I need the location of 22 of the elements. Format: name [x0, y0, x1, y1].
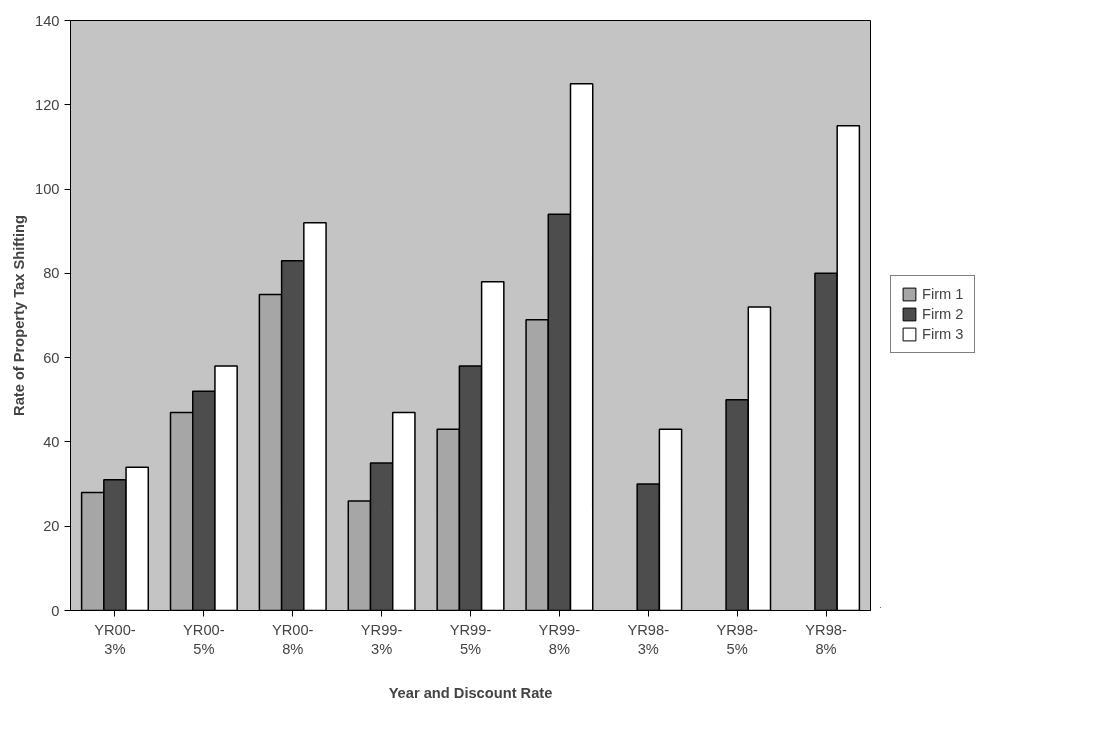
x-tick-label: YR98- 8%	[805, 621, 847, 657]
y-tick-label: 0	[51, 602, 60, 619]
y-tick-label: 20	[43, 518, 60, 535]
legend-label: Firm 1	[922, 285, 964, 302]
y-tick-label: 80	[43, 265, 60, 282]
y-tick-label: 60	[43, 349, 60, 366]
x-tick-label: YR98- 3%	[627, 621, 670, 657]
legend-label: Firm 3	[922, 325, 964, 342]
x-tick-label: YR99- 3%	[360, 621, 403, 657]
x-tick-label: YR00- 3%	[94, 621, 136, 657]
y-axis-title: Rate of Property Tax Shifting	[11, 215, 28, 416]
x-tick-label: YR99- 8%	[538, 621, 581, 657]
y-tick-label: 100	[35, 181, 60, 198]
y-tick-label: 140	[35, 12, 60, 29]
legend-label: Firm 2	[922, 305, 964, 322]
x-tick-label: YR00- 8%	[271, 621, 314, 657]
x-tick-label: YR99- 5%	[449, 621, 492, 657]
x-tick-label: YR00- 5%	[183, 621, 225, 657]
x-tick-label: YR98- 5%	[716, 621, 759, 657]
y-tick-label: 40	[43, 433, 60, 450]
y-tick-label: 120	[35, 96, 60, 113]
x-axis-title: Year and Discount Rate	[388, 684, 553, 701]
